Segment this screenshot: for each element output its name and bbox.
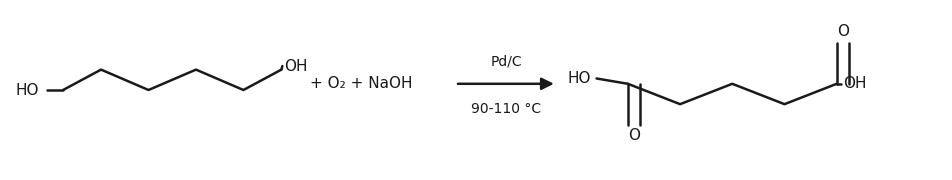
Text: O: O [628,128,640,143]
Text: 90-110 °C: 90-110 °C [471,102,542,116]
Text: + O₂ + NaOH: + O₂ + NaOH [310,76,412,91]
Text: OH: OH [843,76,867,91]
Text: HO: HO [15,82,39,98]
Text: OH: OH [285,58,307,74]
Text: O: O [837,24,849,39]
Text: Pd/C: Pd/C [490,55,523,69]
Text: HO: HO [567,71,590,86]
